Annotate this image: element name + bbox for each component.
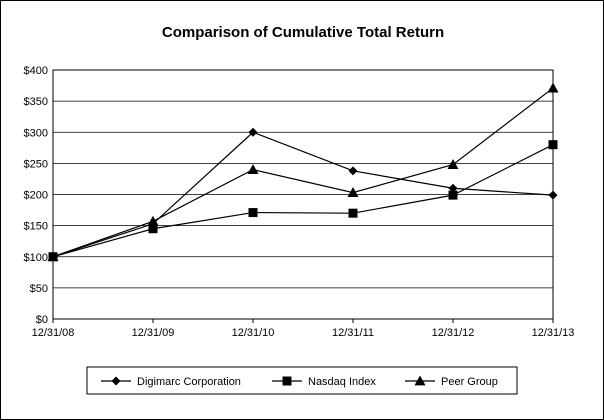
- square-marker: [248, 208, 258, 218]
- x-tick-labels: 12/31/08 12/31/09 12/31/10 12/31/11 12/31/12…: [32, 319, 575, 339]
- y-tick-label: $0: [36, 314, 48, 326]
- x-tick-label: 12/31/13: [532, 327, 575, 339]
- triangle-marker: [547, 82, 559, 93]
- legend: Digimarc Corporation Nasdaq Index Peer Gro…: [86, 366, 518, 395]
- legend-label: Peer Group: [441, 376, 498, 388]
- y-tick-label: $250: [24, 158, 48, 170]
- y-tick-label: $300: [24, 127, 48, 139]
- x-tick-label: 12/31/08: [32, 327, 75, 339]
- legend-item: Digimarc Corporation: [101, 376, 241, 388]
- x-tick-label: 12/31/10: [232, 327, 275, 339]
- diamond-marker: [111, 376, 121, 386]
- square-marker: [282, 376, 292, 386]
- y-tick-label: $100: [24, 252, 48, 264]
- series-line: [52, 144, 554, 258]
- y-tick-label: $50: [30, 283, 48, 295]
- square-marker: [148, 224, 158, 234]
- series-lines: [47, 82, 559, 262]
- diamond-marker: [448, 183, 458, 193]
- series-triangle: [47, 82, 559, 262]
- series-line: [52, 131, 554, 258]
- y-tick-label: $150: [24, 221, 48, 233]
- x-tick-label: 12/31/12: [432, 327, 475, 339]
- y-tick-label: $350: [24, 96, 48, 108]
- series-line: [52, 87, 554, 258]
- triangle-marker: [347, 187, 359, 198]
- y-tick-label: $400: [24, 65, 48, 77]
- legend-label: Digimarc Corporation: [137, 376, 241, 388]
- diamond-marker: [548, 190, 558, 200]
- square-marker: [348, 208, 358, 218]
- square-marker: [548, 140, 558, 150]
- legend-label: Nasdaq Index: [308, 376, 376, 388]
- y-tick-label: $200: [24, 190, 48, 202]
- diamond-marker: [248, 127, 258, 137]
- triangle-marker: [447, 159, 459, 170]
- triangle-marker: [147, 215, 159, 226]
- triangle-marker: [247, 164, 259, 174]
- grid-lines: [53, 69, 553, 320]
- legend-item: Peer Group: [405, 375, 498, 388]
- chart-title: Comparison of Cumulative Total Return: [162, 24, 444, 41]
- square-marker: [448, 190, 458, 200]
- y-tick-labels: $0 $50 $100 $150 $200 $250 $300 $350 $400: [24, 65, 48, 326]
- series-square: [48, 140, 558, 262]
- x-tick-label: 12/31/11: [332, 327, 374, 339]
- legend-item: Nasdaq Index: [272, 376, 376, 388]
- triangle-marker: [414, 375, 426, 386]
- triangle-marker: [47, 251, 59, 262]
- diamond-marker: [348, 166, 358, 176]
- x-tick-label: 12/31/09: [132, 327, 175, 339]
